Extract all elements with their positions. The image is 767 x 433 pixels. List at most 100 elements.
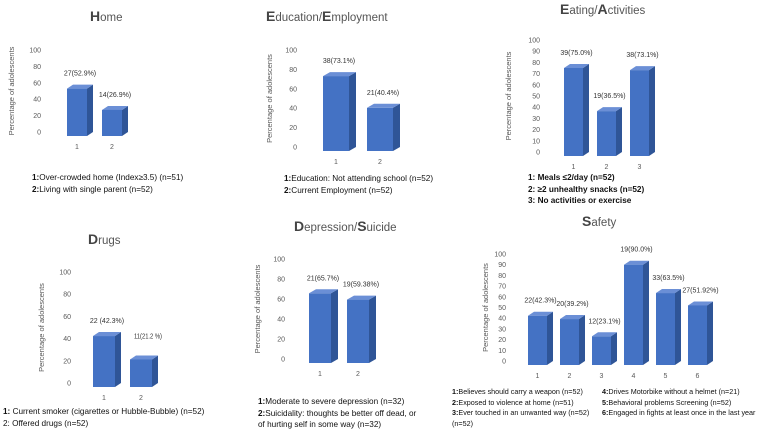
y-tick-label: 60	[532, 82, 540, 89]
bar-top	[564, 64, 589, 68]
x-tick-label: 1	[102, 395, 106, 402]
y-tick-label: 100	[285, 48, 297, 55]
y-tick-label: 50	[498, 305, 506, 312]
safety-title: Safety	[582, 213, 617, 229]
x-tick-label: 2	[378, 159, 382, 166]
x-tick-label: 5	[664, 373, 668, 380]
x-tick-label: 4	[632, 373, 636, 380]
y-axis-label: Percentage of adolescents	[481, 263, 490, 352]
y-tick-label: 100	[59, 270, 71, 277]
y-tick-label: 20	[532, 127, 540, 134]
data-label: 38(73.1%)	[323, 58, 355, 65]
legend-item: 2:Suicidality: thoughts be better off de…	[258, 408, 417, 418]
drugs-title: Drugs	[88, 231, 121, 247]
bar	[624, 264, 643, 365]
data-label: 33(63.5%)	[652, 275, 684, 282]
y-tick-label: 10	[532, 138, 540, 145]
data-label: 39(75.0%)	[560, 50, 592, 57]
legend-item: 2:Exposed to violence at home (n=51)	[452, 397, 574, 407]
bar-side	[643, 260, 649, 365]
bar-side	[87, 84, 93, 136]
bar	[367, 107, 393, 151]
legend-item: 6:Engaged in fights at least once in the…	[602, 408, 756, 418]
eating-title: Eating/Activities	[560, 1, 646, 17]
x-tick-label: 2	[568, 373, 572, 380]
legend-item: 2:Living with single parent (n=52)	[32, 184, 153, 194]
legend-item: 2:Current Employment (n=52)	[284, 185, 393, 195]
y-tick-label: 30	[532, 116, 540, 123]
y-tick-label: 60	[289, 86, 297, 93]
bar	[630, 70, 649, 156]
y-tick-label: 90	[532, 49, 540, 56]
bar-side	[611, 332, 617, 365]
y-tick-label: 0	[37, 130, 41, 137]
data-label: 12(23.1%)	[588, 318, 620, 325]
x-tick-label: 1	[318, 371, 322, 378]
data-label: 38(73.1%)	[626, 52, 658, 59]
legend-item: 1:Believes should carry a weapon (n=52)	[452, 387, 583, 396]
bar	[93, 336, 115, 387]
x-tick-label: 3	[638, 164, 642, 171]
bar-top	[592, 332, 617, 337]
bar-top	[67, 84, 93, 89]
y-tick-label: 50	[532, 94, 540, 101]
bar	[323, 76, 349, 151]
y-tick-label: 60	[33, 80, 41, 87]
y-tick-label: 20	[277, 337, 285, 344]
bar-top	[528, 311, 553, 316]
bar-top	[367, 103, 400, 108]
legend-item: (n=52)	[452, 418, 473, 428]
legend-item: 1:Moderate to severe depression (n=32)	[258, 397, 405, 406]
education-title: Education/Employment	[266, 8, 388, 24]
y-tick-label: 100	[29, 48, 41, 55]
bar	[347, 299, 369, 363]
y-tick-label: 0	[502, 359, 506, 366]
data-label: 19(90.0%)	[620, 247, 652, 254]
x-tick-label: 1	[572, 164, 576, 171]
bar	[564, 68, 583, 156]
home-title: Home	[90, 8, 123, 24]
legend-item: 3:Ever touched in an unwanted way (n=52)	[452, 408, 590, 418]
y-tick-label: 90	[498, 262, 506, 269]
y-tick-label: 20	[289, 125, 297, 132]
x-tick-label: 1	[334, 159, 338, 166]
bar	[656, 293, 675, 365]
bar-top	[656, 289, 681, 294]
legend-item: of hurting self in some way (n=32)	[258, 420, 382, 430]
bar-top	[688, 301, 713, 306]
bar-top	[597, 107, 622, 112]
y-axis-label: Percentage of adolescents	[504, 51, 513, 140]
bar-side	[369, 295, 376, 363]
data-label: 27(52.9%)	[64, 71, 96, 78]
depression-title: Depression/Suicide	[294, 218, 397, 234]
data-label: 19(59.38%)	[343, 282, 379, 289]
y-tick-label: 0	[536, 150, 540, 157]
y-tick-label: 80	[532, 60, 540, 67]
bar	[592, 336, 611, 365]
x-tick-label: 1	[75, 144, 79, 151]
legend-item: 1: Meals ≤2/day (n=52)	[528, 173, 615, 182]
x-tick-label: 2	[605, 164, 609, 171]
legend-item: 1:Education: Not attending school (n=52)	[284, 174, 434, 183]
bar-side	[707, 301, 713, 365]
x-tick-label: 2	[139, 395, 143, 402]
bar-side	[349, 72, 356, 151]
data-label: 20(39.2%)	[556, 301, 588, 308]
y-axis-label: Percentage of adolescents	[7, 46, 16, 135]
bar-side	[616, 107, 622, 156]
bar-side	[547, 311, 553, 365]
depression-legend: 1:Moderate to severe depression (n=32) 2…	[258, 396, 416, 431]
y-tick-label: 40	[277, 317, 285, 324]
bar-side	[393, 103, 400, 151]
home-legend: 1:Over-crowded home (Index≥3.5) (n=51) 2…	[32, 172, 183, 195]
bar-side	[675, 289, 681, 365]
x-tick-label: 3	[600, 373, 604, 380]
bar-side	[122, 105, 128, 136]
y-tick-label: 40	[33, 97, 41, 104]
y-axis-label: Percentage of adolescents	[265, 54, 274, 143]
bar-top	[102, 105, 128, 110]
